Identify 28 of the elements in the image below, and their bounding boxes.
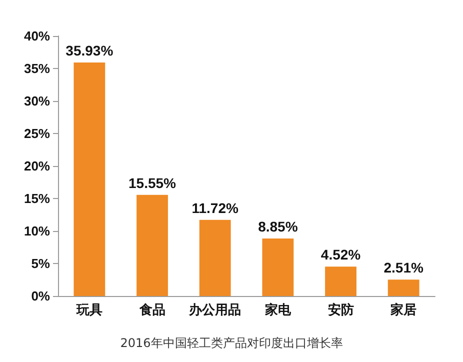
y-tick-label: 10%	[24, 224, 50, 238]
bar	[199, 220, 231, 296]
text: 2016年中国轻工类产品对印度出口增长率	[120, 336, 343, 350]
data-label: 11.72%	[192, 200, 239, 216]
x-tick-label: 家电	[264, 302, 292, 318]
y-tick-label: 0%	[31, 288, 50, 304]
bar	[325, 266, 356, 296]
y-tick-label: 5%	[31, 256, 50, 271]
data-label: 8.85%	[258, 218, 298, 234]
y-tick-label: 25%	[24, 126, 50, 141]
y-tick-label: 20%	[24, 158, 50, 174]
data-label: 4.52%	[320, 246, 362, 263]
x-tick-label: 办公用品	[188, 303, 242, 318]
x-tick-label: 安防	[328, 302, 354, 318]
x-tick-label: 玩具	[75, 303, 102, 318]
y-tick-label: 30%	[24, 94, 50, 108]
y-tick-label: 15%	[24, 191, 50, 206]
y-tick-label: 35%	[24, 61, 50, 76]
bar	[388, 280, 420, 296]
data-label: 35.93%	[66, 42, 114, 58]
x-tick-label: 食品	[138, 303, 166, 318]
data-label: 2.51%	[384, 260, 424, 276]
y-tick-label: 40%	[24, 28, 50, 44]
bar	[262, 238, 294, 296]
data-label: 15.55%	[128, 174, 177, 191]
bar	[136, 194, 168, 296]
bar	[74, 62, 106, 296]
x-tick-label: 家居	[390, 302, 417, 318]
